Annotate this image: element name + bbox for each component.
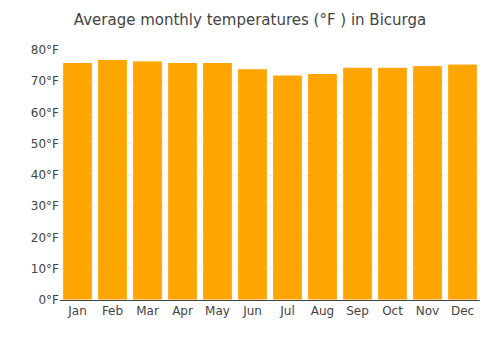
svg-text:20°F: 20°F: [31, 231, 59, 245]
svg-text:0°F: 0°F: [38, 293, 59, 307]
svg-text:80°F: 80°F: [31, 43, 59, 57]
svg-text:Average monthly temperatures (: Average monthly temperatures (°F ) in Bi…: [74, 11, 426, 29]
svg-text:Apr: Apr: [172, 304, 193, 318]
svg-text:Oct: Oct: [382, 304, 403, 318]
svg-text:30°F: 30°F: [31, 199, 59, 213]
svg-text:10°F: 10°F: [31, 262, 59, 276]
svg-text:Nov: Nov: [416, 304, 439, 318]
svg-text:Aug: Aug: [311, 304, 334, 318]
svg-text:Jul: Jul: [279, 304, 294, 318]
svg-text:50°F: 50°F: [31, 137, 59, 151]
svg-text:Mar: Mar: [136, 304, 159, 318]
svg-text:60°F: 60°F: [31, 106, 59, 120]
svg-text:Feb: Feb: [102, 304, 123, 318]
svg-text:Jun: Jun: [242, 304, 262, 318]
svg-text:40°F: 40°F: [31, 168, 59, 182]
svg-text:70°F: 70°F: [31, 74, 59, 88]
svg-text:Jan: Jan: [67, 304, 87, 318]
svg-text:Dec: Dec: [451, 304, 474, 318]
svg-text:May: May: [205, 304, 230, 318]
svg-text:Sep: Sep: [346, 304, 369, 318]
